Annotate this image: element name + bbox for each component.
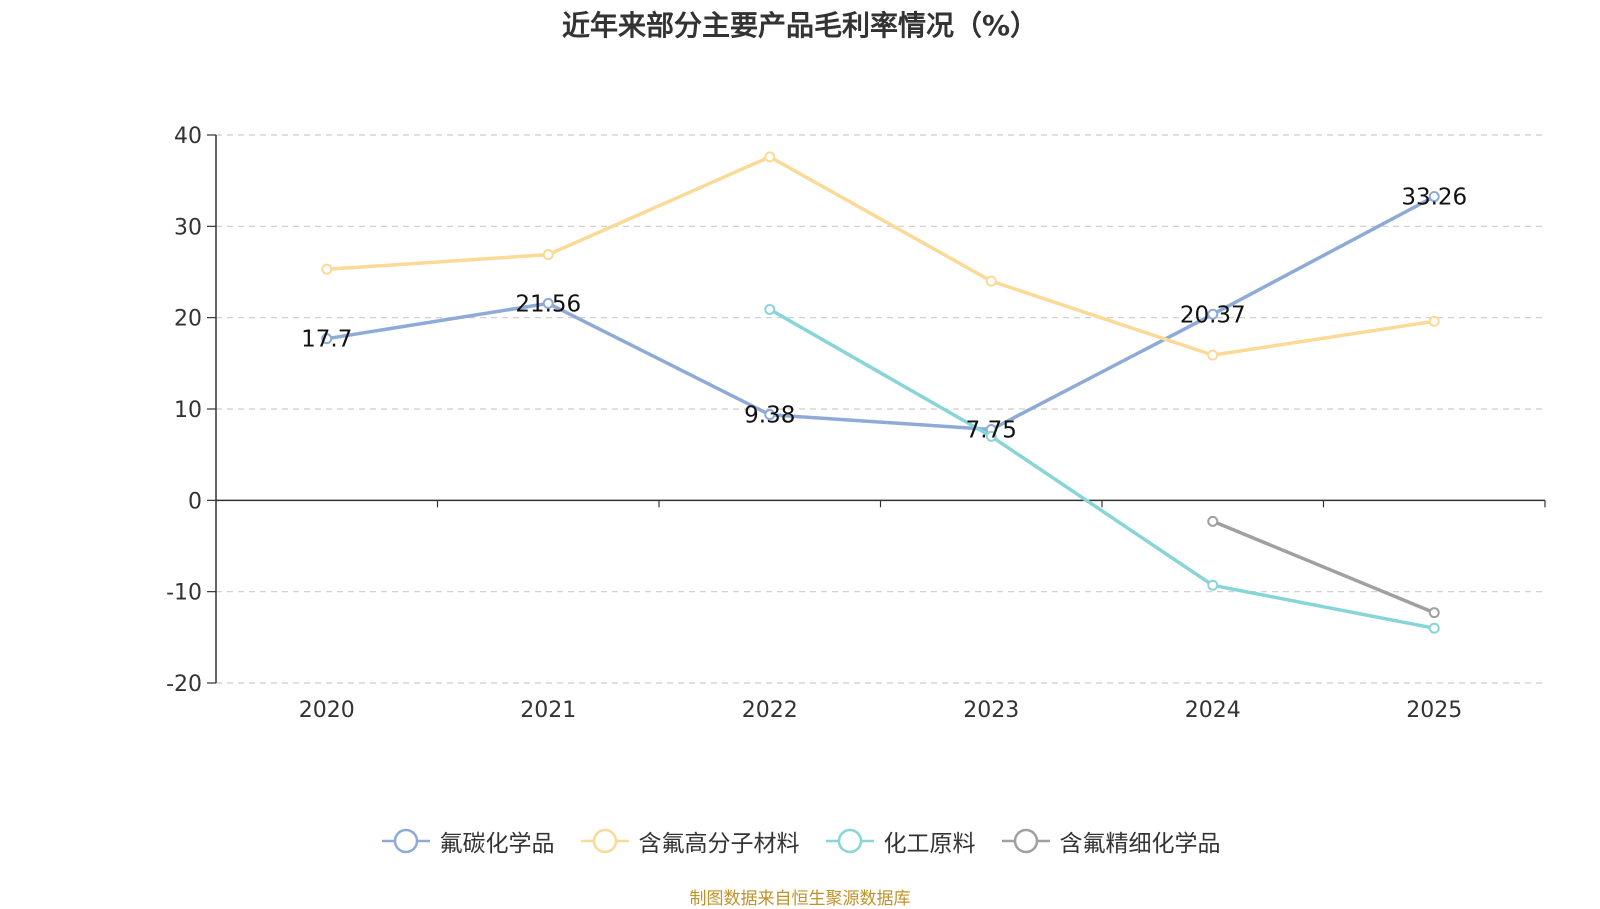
data-label: 20.37 [1180,302,1246,328]
series-line [326,155,1435,357]
grid-lines [216,134,1545,684]
series-lines [321,151,1440,634]
series-line [326,195,1436,432]
data-label: 33.26 [1401,185,1467,211]
legend-label: 含氟精细化学品 [1059,831,1221,857]
chart-title: 近年来部分主要产品毛利率情况（%） [561,9,1039,42]
data-point[interactable] [321,263,333,275]
data-label: 21.56 [515,291,581,317]
legend-item[interactable]: 含氟精细化学品 [1000,824,1221,858]
data-labels: 17.7 21.56 9.38 7.75 20.37 33.26 [301,185,1467,444]
x-tick-label: 2020 [299,698,355,723]
y-tick-label: 20 [174,307,202,332]
legend-swatch-icon [381,828,430,854]
series-line [1212,519,1435,615]
data-point[interactable] [1428,315,1440,327]
series-1 [321,151,1440,361]
x-tick-label: 2023 [963,698,1019,723]
x-tick-label: 2022 [742,698,798,723]
x-tick-label: 2024 [1185,698,1241,723]
legend-swatch-icon [1001,828,1050,854]
legend-swatch-icon [825,828,874,854]
data-point[interactable] [1428,622,1440,634]
series-0 [321,191,1440,436]
source-note: 制图数据来自恒生聚源数据库 [689,889,911,909]
x-tick-label: 2025 [1406,698,1462,723]
data-point[interactable] [985,430,997,442]
series-3 [1207,515,1440,619]
data-point[interactable] [764,303,776,315]
y-tick-label: -10 [166,581,202,606]
y-tick-label: -20 [166,672,202,697]
data-point[interactable] [764,151,776,163]
y-tick-label: 40 [174,124,202,149]
legend-item[interactable]: 化工原料 [824,824,976,858]
series-line [768,307,1435,630]
data-point[interactable] [1428,191,1440,203]
series-2 [764,303,1440,634]
axes: 40 30 20 10 0 -10 -20 2020 2021 2022 2023 2024 2025 [166,124,1546,723]
data-point[interactable] [542,249,554,261]
legend-label: 化工原料 [883,831,976,857]
legend-swatch-icon [580,828,629,854]
data-point[interactable] [1207,579,1219,591]
legend-label: 氟碳化学品 [439,831,555,857]
data-label: 17.7 [301,327,352,353]
data-label: 7.75 [966,418,1017,444]
data-point[interactable] [1207,308,1219,320]
y-tick-label: 30 [174,215,202,240]
data-point[interactable] [542,297,554,309]
data-label: 9.38 [744,403,795,429]
y-tick-label: 0 [188,489,202,514]
legend-item[interactable]: 氟碳化学品 [380,824,555,858]
legend: 氟碳化学品 含氟高分子材料 化工原料 含氟精细化学品 [0,824,1600,858]
legend-label: 含氟高分子材料 [638,831,800,857]
data-point[interactable] [985,275,997,287]
y-tick-label: 10 [174,398,202,423]
legend-item[interactable]: 含氟高分子材料 [579,824,800,858]
data-point[interactable] [1207,515,1219,527]
data-point[interactable] [1207,349,1219,361]
data-point[interactable] [764,409,776,421]
data-point[interactable] [1428,607,1440,619]
data-point[interactable] [321,333,333,345]
x-tick-label: 2021 [520,698,576,723]
